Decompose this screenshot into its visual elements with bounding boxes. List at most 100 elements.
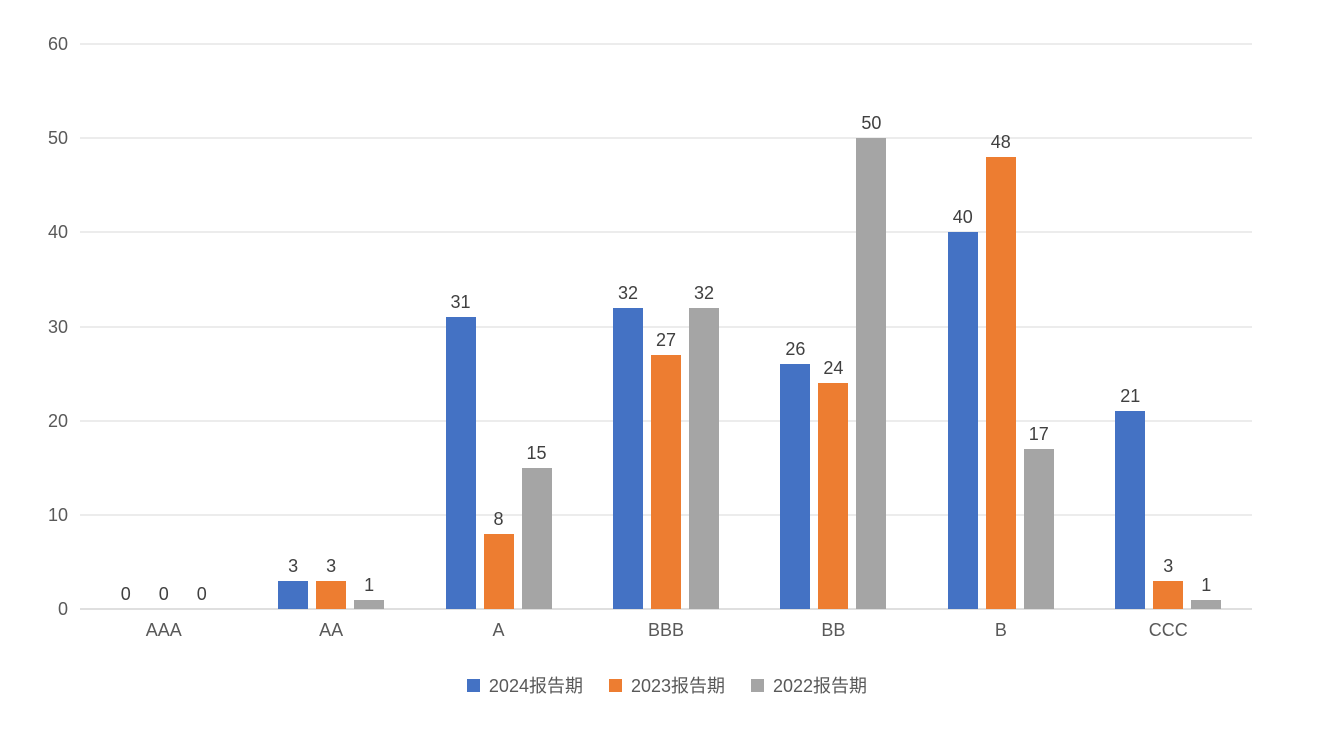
bar-value-label: 50: [861, 113, 882, 134]
y-axis-tick-label: 40: [47, 222, 68, 243]
bar-wrap: 15: [521, 44, 552, 609]
bar: [278, 580, 309, 609]
bar-value-label: 48: [990, 132, 1011, 152]
bar-wrap: 17: [1023, 44, 1054, 609]
bar-wrap: 27: [650, 44, 681, 609]
bar-value-label: 1: [364, 574, 375, 595]
y-axis-tick-label: 60: [47, 34, 68, 54]
x-axis-labels: AAA AA A BBB BB B CCC: [80, 620, 1252, 641]
x-axis-category-label: BB: [821, 620, 846, 640]
bar-wrap: 1: [354, 44, 385, 609]
bar-value-label: 40: [952, 207, 973, 228]
legend-item: 2024报告期: [466, 672, 583, 698]
bar-value-label: 3: [326, 555, 337, 576]
bar: [688, 307, 719, 609]
bar-value-label: 17: [1028, 423, 1049, 444]
bar-wrap: 31: [445, 44, 476, 609]
legend-label: 2023报告期: [630, 676, 726, 696]
x-axis-line: [80, 608, 1252, 610]
bar-group: 31 8 15: [415, 44, 582, 609]
gridline: [80, 137, 1252, 139]
bar-group: 21 3 1: [1085, 44, 1252, 609]
bar: [1153, 580, 1184, 609]
legend-label: 2022报告期: [773, 676, 868, 696]
bar-wrap: 50: [856, 44, 887, 609]
bar-value-label: 27: [655, 329, 676, 350]
y-axis: 0 10 20 30 40 50 60: [0, 35, 68, 618]
bar-group: 26 24 50: [750, 44, 917, 609]
y-axis-tick-label: 20: [47, 410, 68, 431]
legend: 2024报告期 2023报告期 2022报告期: [0, 672, 1334, 698]
bar-wrap: 26: [780, 44, 811, 609]
bar: [316, 580, 347, 609]
bar-value-label: 21: [1120, 386, 1141, 407]
bar: [521, 467, 552, 609]
bar-value-label: 0: [158, 584, 169, 604]
plot-area: 0 0 0 3 3 1 31 8 15 32 27 32 26 24 50 40 48 17 21 3 1: [80, 43, 1252, 610]
x-axis-category-label: AA: [319, 620, 344, 640]
bar-value-label: 15: [526, 442, 547, 463]
bar-value-label: 0: [120, 584, 131, 604]
x-axis-category-label: BBB: [647, 620, 684, 640]
bar-wrap: 8: [483, 44, 514, 609]
legend-item: 2022报告期: [751, 672, 867, 698]
bar: [612, 307, 643, 609]
bar: [650, 354, 681, 609]
y-axis-tick-label: 50: [47, 128, 68, 149]
bar: [1115, 411, 1146, 609]
legend-label: 2024报告期: [488, 676, 583, 696]
bar-wrap: 3: [278, 44, 309, 609]
bar-value-label: 26: [785, 339, 806, 360]
bar-group: 32 27 32: [582, 44, 749, 609]
bar: [483, 533, 514, 609]
bar: [780, 364, 811, 609]
bar: [1191, 599, 1222, 609]
bar: [947, 232, 978, 609]
bar: [1023, 448, 1054, 609]
legend-swatch: [608, 678, 622, 692]
y-axis-tick-label: 10: [47, 504, 68, 525]
bar-wrap: 40: [947, 44, 978, 609]
bar-group: 3 3 1: [247, 44, 414, 609]
x-axis-category-label: AAA: [145, 620, 182, 640]
bar-wrap: 0: [111, 44, 141, 609]
bar-value-label: 3: [1163, 555, 1174, 576]
bar-value-label: 32: [693, 282, 714, 303]
bar-value-label: 32: [617, 282, 638, 303]
bar-value-label: 1: [1201, 574, 1212, 595]
bar: [985, 157, 1016, 609]
bar-wrap: 32: [688, 44, 719, 609]
gridline: [80, 326, 1252, 327]
x-axis-category-label: A: [492, 620, 505, 640]
bar-wrap: 24: [818, 44, 849, 609]
bar-group: 40 48 17: [917, 44, 1084, 609]
bar-group: 0 0 0: [80, 44, 247, 609]
legend-swatch: [751, 678, 765, 692]
x-axis-category-label: B: [994, 620, 1007, 640]
bar-value-label: 31: [450, 292, 471, 313]
bar: [818, 383, 849, 609]
bar-value-label: 3: [288, 555, 299, 576]
bar-wrap: 32: [612, 44, 643, 609]
gridline: [80, 231, 1252, 233]
bar-wrap: 48: [985, 44, 1016, 609]
y-axis-tick-label: 0: [57, 599, 68, 619]
bar-wrap: 3: [316, 44, 347, 609]
y-axis-tick-label: 30: [47, 316, 68, 337]
bar: [856, 138, 887, 609]
legend-swatch: [466, 678, 480, 692]
bar-wrap: 0: [187, 44, 217, 609]
bar-wrap: 1: [1191, 44, 1222, 609]
bar-value-label: 24: [823, 358, 844, 378]
bar: [445, 317, 476, 609]
bar-wrap: 21: [1115, 44, 1146, 609]
bar: [354, 599, 385, 609]
bar-wrap: 0: [149, 44, 179, 609]
bar-groups: 0 0 0 3 3 1 31 8 15 32 27 32 26 24 50 40 48 17 21 3 1: [80, 44, 1252, 609]
bar-value-label: 0: [196, 584, 207, 604]
x-axis-category-label: CCC: [1148, 620, 1188, 640]
bar-value-label: 8: [493, 508, 504, 529]
bar-wrap: 3: [1153, 44, 1184, 609]
gridline: [80, 43, 1252, 45]
